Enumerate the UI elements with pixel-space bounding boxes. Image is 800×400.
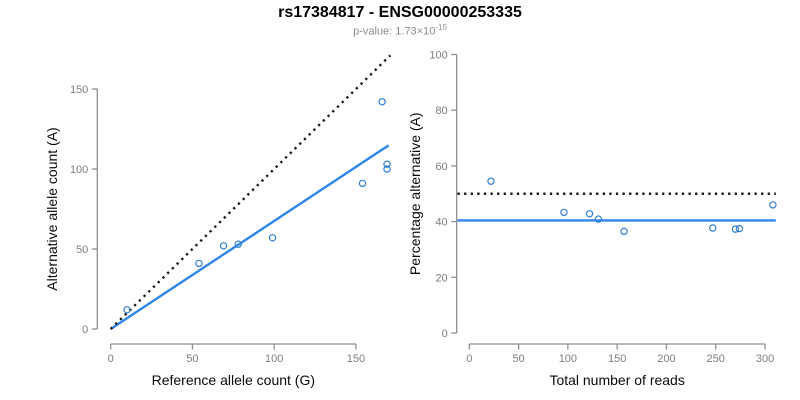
data-point (620, 227, 628, 236)
identity-line (109, 54, 392, 330)
data-point (358, 179, 367, 188)
data-point (268, 234, 277, 242)
regression-line (110, 144, 390, 331)
data-point (709, 224, 717, 232)
y-tick-label: 100 (429, 50, 447, 62)
data-point (731, 225, 740, 233)
p-value-exponent: -15 (435, 23, 447, 32)
y-tick-label: 0 (82, 324, 88, 336)
x-tick-label: 0 (108, 353, 114, 365)
x-tick-label: 200 (657, 353, 675, 365)
data-point (234, 240, 242, 248)
x-tick-label: 150 (347, 353, 365, 365)
data-point (735, 224, 744, 233)
data-point (195, 259, 203, 268)
y-tick-label: 150 (70, 84, 88, 96)
x-tick-label: 150 (608, 353, 626, 365)
y-tick-label: 100 (70, 164, 88, 176)
x-tick-label: 300 (756, 353, 774, 365)
data-point (378, 98, 386, 106)
y-axis-title: Percentage alternative (A) (407, 112, 423, 275)
chart-title: rs17384817 - ENSG00000253335 (278, 4, 522, 21)
data-point (487, 177, 495, 185)
x-tick-label: 0 (466, 353, 472, 365)
y-tick-label: 50 (76, 244, 88, 256)
y-tick-label: 80 (435, 105, 447, 117)
data-point (560, 208, 568, 217)
x-tick-label: 250 (707, 353, 725, 365)
x-tick-label: 50 (512, 353, 524, 365)
data-point (219, 242, 228, 250)
y-tick-label: 0 (442, 328, 448, 340)
y-tick-label: 40 (435, 217, 447, 229)
y-axis-title: Alternative allele count (A) (44, 127, 60, 290)
p-value-text: p-value: 1.73×10 (353, 25, 436, 38)
y-tick-label: 60 (435, 161, 447, 173)
data-point (123, 306, 131, 314)
data-point (769, 201, 777, 209)
x-axis-title: Reference allele count (G) (152, 372, 315, 388)
y-tick-label: 20 (435, 272, 447, 284)
x-axis-title: Total number of reads (549, 372, 684, 388)
data-point (585, 210, 594, 218)
data-point (594, 215, 603, 223)
data-point (383, 165, 391, 173)
x-tick-label: 50 (186, 353, 198, 365)
x-tick-label: 100 (559, 353, 577, 365)
x-tick-label: 100 (265, 353, 283, 365)
p-value-subtitle: p-value: 1.73×10-15 (0, 23, 800, 38)
data-point (383, 160, 391, 168)
